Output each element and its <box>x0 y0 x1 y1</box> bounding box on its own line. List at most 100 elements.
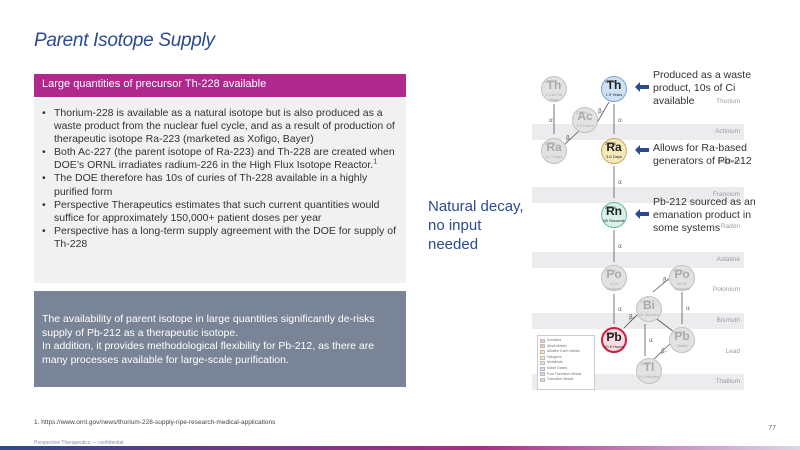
nuclide-halflife: 5.7 Years <box>545 154 563 159</box>
nuclide-symbol: Pb <box>606 330 622 344</box>
band-label: Thallium <box>715 378 740 385</box>
element-band: Radium <box>532 154 744 170</box>
nuclide-numbers: 212 83 <box>640 300 651 304</box>
nuclide-halflife: 61 Minutes <box>639 312 659 317</box>
element-band: Francium <box>532 187 744 203</box>
callout-th228: Produced as a waste product, 10s of Ci a… <box>653 69 752 107</box>
bullets-panel: Thorium-228 is available as a natural is… <box>34 99 406 283</box>
bullet-item: Perspective Therapeutics estimates that … <box>42 199 398 225</box>
nuclide-halflife: 10.6 Hours <box>604 344 624 349</box>
nuclide-symbol: Ra <box>546 140 562 154</box>
nuclide-numbers: 224 88 <box>605 142 616 146</box>
nuclide-halflife: 1.9 Years <box>605 92 623 97</box>
arrow-left-icon <box>635 82 649 92</box>
page-title: Parent Isotope Supply <box>34 30 215 51</box>
alpha-label: α <box>649 337 653 344</box>
beta-label: β- <box>661 348 667 355</box>
legend-swatch <box>540 372 545 377</box>
nuclide-rn220: 220 86 Rn 55 Seconds <box>601 202 627 228</box>
alpha-label: α <box>549 117 553 124</box>
beta-label: β- <box>629 314 635 321</box>
legend-swatch <box>540 349 545 354</box>
nuclide-numbers: 232 90 <box>545 80 556 84</box>
band-label: Actinium <box>715 128 740 135</box>
alpha-label: α <box>618 306 622 313</box>
nuclide-pb208: 208 82 Pb Stable <box>669 327 695 353</box>
bullet-item: Perspective has a long-term supply agree… <box>42 225 398 251</box>
summary-line: In addition, it provides methodological … <box>42 340 375 366</box>
th228-header-bar: Large quantities of precursor Th-228 ava… <box>34 74 406 97</box>
summary-line: The availability of parent isotope in la… <box>42 313 375 339</box>
bullet-list: Thorium-228 is available as a natural is… <box>42 107 398 251</box>
nuclide-ra228: 228 88 Ra 5.7 Years <box>541 138 567 164</box>
nuclide-symbol: Th <box>606 78 622 92</box>
natural-decay-line: no input <box>428 217 482 234</box>
beta-label: β- <box>566 135 572 142</box>
legend-item: Alkaline Earth Metals <box>540 349 592 355</box>
legend-item: Post Transition Metals <box>540 372 592 378</box>
nuclide-th232: 232 90 Th 1.41e+10 Years <box>541 76 567 102</box>
nuclide-halflife: 1.41e+10 Years <box>545 92 563 102</box>
legend-swatch <box>540 377 545 382</box>
alpha-label: α <box>686 305 690 312</box>
footnote: 1. https://www.ornl.gov/news/thorium-228… <box>34 419 276 426</box>
nuclide-symbol: Po <box>606 267 622 281</box>
nuclide-symbol: Po <box>674 267 690 281</box>
nuclide-pb212: 212 82 Pb 10.6 Hours <box>601 327 627 353</box>
band-label: Radon <box>720 223 740 230</box>
footer-gradient-line <box>0 446 800 450</box>
legend-item: Noble Gases <box>540 366 592 372</box>
legend-swatch <box>540 344 545 349</box>
element-band: Astatine <box>532 252 744 268</box>
nuclide-symbol: Tl <box>643 360 655 374</box>
bullet-item: Thorium-228 is available as a natural is… <box>42 107 398 146</box>
nuclide-symbol: Ra <box>606 140 622 154</box>
nuclide-symbol: Rn <box>606 204 622 218</box>
band-label: Francium <box>712 191 740 198</box>
nuclide-symbol: Bi <box>643 298 655 312</box>
nuclide-halflife: 55 Seconds <box>603 218 625 223</box>
decay-chain-diagram: Thorium Actinium Radium Francium Radon A… <box>532 70 744 396</box>
nuclide-halflife: 3.6 Days <box>606 154 622 159</box>
legend-item: Halogens <box>540 355 592 361</box>
page-number: 77 <box>768 425 776 432</box>
element-band: Radon <box>532 219 744 235</box>
nuclide-po216: 216 84 Po 0.14 Seconds <box>601 265 627 291</box>
legend-swatch <box>540 361 545 366</box>
callout-rn220: Pb-212 sourced as an emanation product i… <box>653 196 756 234</box>
element-band: Bismuth <box>532 313 744 329</box>
natural-decay-label: Natural decay, no input needed <box>428 197 524 254</box>
legend-swatch <box>540 366 545 371</box>
legend-item: Transition Metals <box>540 377 592 383</box>
nuclide-halflife: 3e-07 Seconds <box>674 281 690 291</box>
band-label: Thorium <box>716 98 740 105</box>
nuclide-th228: 228 90 Th 1.9 Years <box>601 76 627 102</box>
nuclide-halflife: 3.1 Minutes <box>638 374 660 379</box>
nuclide-symbol: Pb <box>674 329 690 343</box>
legend-swatch <box>540 355 545 360</box>
arrow-left-icon <box>635 145 649 155</box>
natural-decay-line: Natural decay, <box>428 198 524 215</box>
band-label: Astatine <box>716 256 741 263</box>
nuclide-numbers: 208 81 <box>640 362 651 366</box>
arrow-left-icon <box>635 209 649 219</box>
nuclide-halflife: 6.1 Hours <box>576 123 594 128</box>
nuclide-numbers: 208 82 <box>673 331 684 335</box>
legend-item: Alkali Metals <box>540 344 592 350</box>
nuclide-numbers: 216 84 <box>605 269 616 273</box>
nuclide-tl208: 208 81 Tl 3.1 Minutes <box>636 358 662 384</box>
legend-item: Metalloids <box>540 360 592 366</box>
summary-panel: The availability of parent isotope in la… <box>34 291 406 387</box>
nuclide-halflife: Stable <box>676 343 688 348</box>
natural-decay-line: needed <box>428 236 479 253</box>
nuclide-bi212: 212 83 Bi 61 Minutes <box>636 296 662 322</box>
nuclide-numbers: 228 88 <box>545 142 556 146</box>
alpha-label: α <box>618 243 622 250</box>
footer-text: Perspective Therapeutics — confidential <box>34 440 124 446</box>
element-band: Lead <box>532 344 744 360</box>
bullet-item: Both Ac-227 (the parent isotope of Ra-22… <box>42 146 398 172</box>
bullet-item: The DOE therefore has 10s of curies of T… <box>42 172 398 198</box>
nuclide-numbers: 220 86 <box>605 206 616 210</box>
nuclide-numbers: 228 89 <box>576 111 587 115</box>
nuclide-halflife: 0.14 Seconds <box>606 281 622 291</box>
